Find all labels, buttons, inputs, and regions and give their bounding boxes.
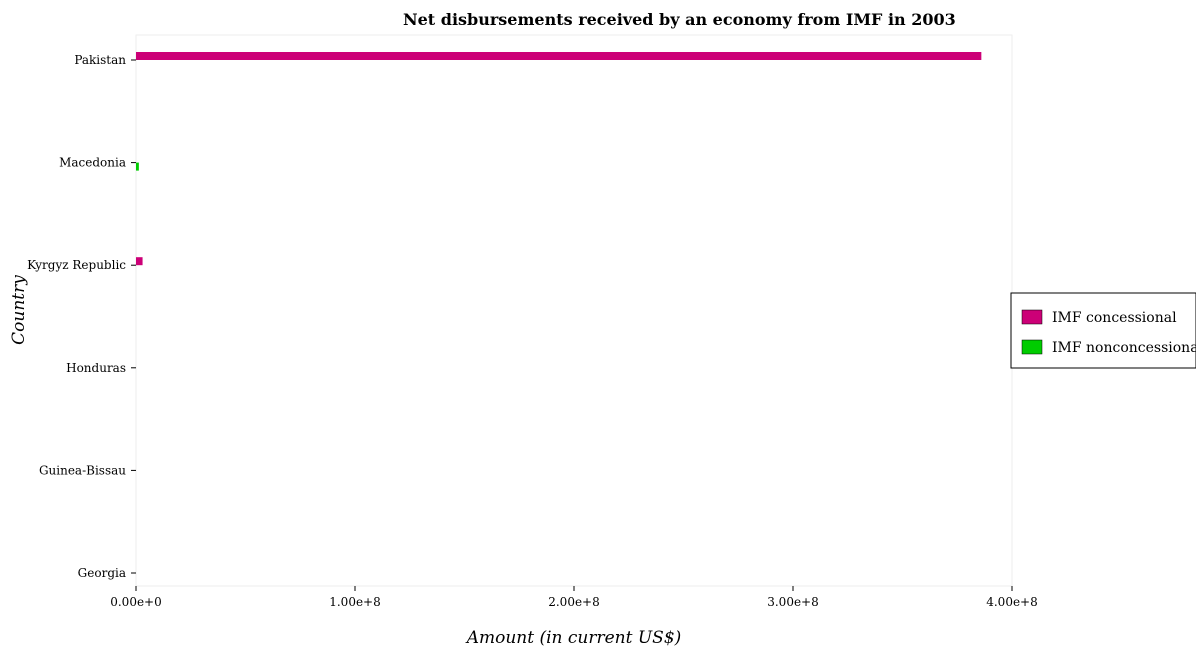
x-tick-label: 1.00e+8 xyxy=(329,595,381,609)
x-tick-label: 4.00e+8 xyxy=(986,595,1038,609)
legend-swatch-imf-concessional xyxy=(1021,309,1043,325)
legend-swatch-imf-nonconcessional xyxy=(1021,339,1043,355)
bar-imf-concessional-kyrgyz-republic xyxy=(136,257,143,266)
x-tick-label: 3.00e+8 xyxy=(767,595,819,609)
y-tick-label: Guinea-Bissau xyxy=(39,463,126,477)
legend: IMF concessional IMF nonconcessional xyxy=(1010,292,1196,369)
y-axis-ticks: Georgia Guinea-Bissau Honduras Kyrgyz Repub… xyxy=(27,53,136,580)
y-tick-label: Honduras xyxy=(66,361,126,375)
plot-frame xyxy=(135,34,1013,587)
y-tick-label: Kyrgyz Republic xyxy=(27,258,126,272)
y-tick-label: Macedonia xyxy=(59,156,126,170)
legend-box xyxy=(1010,292,1196,369)
bar-imf-nonconcessional-macedonia xyxy=(136,162,139,171)
legend-label-imf-concessional: IMF concessional xyxy=(1052,310,1177,326)
bar-imf-concessional-pakistan xyxy=(136,52,982,60)
chart-title: Net disbursements received by an economy… xyxy=(403,10,956,29)
bars xyxy=(136,52,982,266)
y-tick-label: Georgia xyxy=(78,566,126,580)
y-axis-label: Country xyxy=(9,275,29,345)
x-tick-label: 2.00e+8 xyxy=(548,595,600,609)
legend-label-imf-nonconcessional: IMF nonconcessional xyxy=(1052,340,1196,356)
x-tick-label: 0.00e+0 xyxy=(110,595,162,609)
x-axis-label: Amount (in current US$) xyxy=(465,628,682,648)
y-tick-label: Pakistan xyxy=(74,53,126,67)
x-axis-ticks: 0.00e+0 1.00e+8 2.00e+8 3.00e+8 4.00e+8 xyxy=(110,586,1038,609)
